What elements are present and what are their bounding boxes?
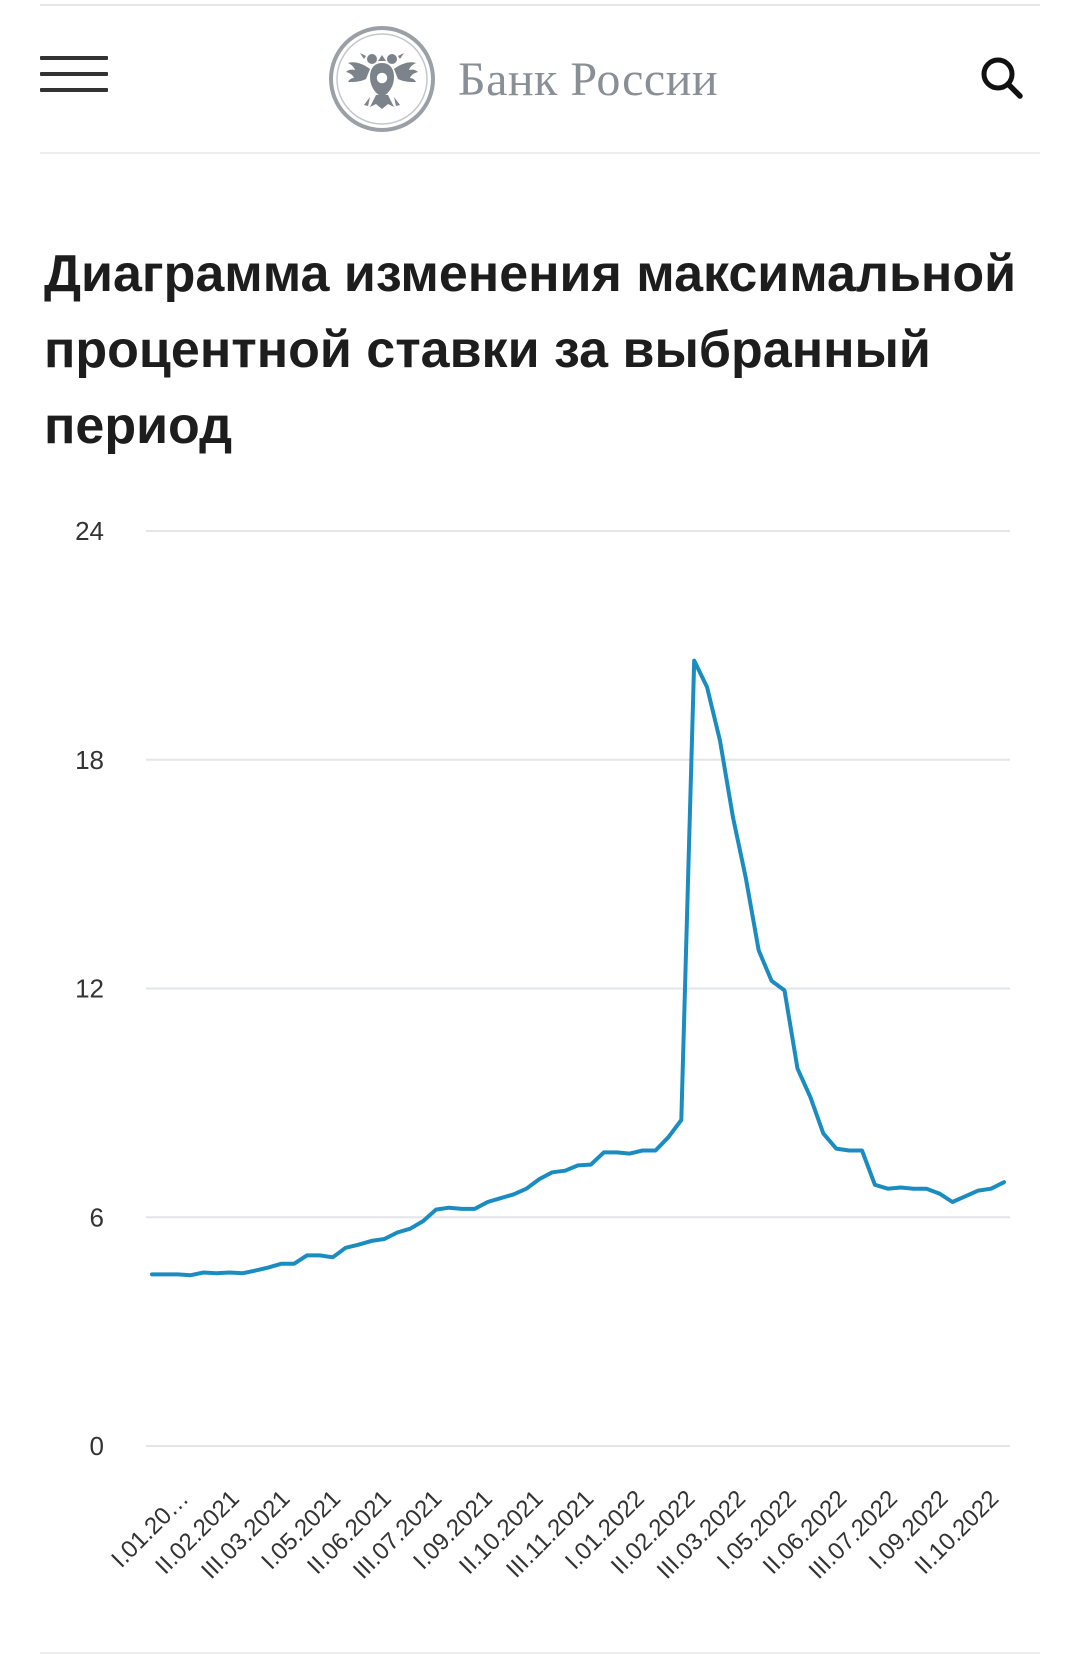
data-point[interactable] — [549, 1169, 555, 1175]
data-point[interactable] — [988, 1186, 994, 1192]
hamburger-menu-icon[interactable] — [40, 52, 108, 100]
data-point[interactable] — [717, 738, 723, 744]
data-point[interactable] — [446, 1205, 452, 1211]
bottom-divider — [40, 1652, 1040, 1654]
data-point[interactable] — [394, 1230, 400, 1236]
search-icon[interactable] — [978, 54, 1026, 102]
data-point[interactable] — [795, 1066, 801, 1072]
y-tick-label: 18 — [75, 745, 104, 775]
y-tick-label: 0 — [90, 1431, 104, 1461]
data-point[interactable] — [227, 1270, 233, 1276]
data-point[interactable] — [265, 1265, 271, 1271]
data-point[interactable] — [885, 1186, 891, 1192]
data-point[interactable] — [949, 1199, 955, 1205]
data-point[interactable] — [278, 1261, 284, 1267]
data-point[interactable] — [291, 1261, 297, 1267]
data-point[interactable] — [562, 1168, 568, 1174]
y-tick-label: 24 — [75, 516, 104, 546]
data-point[interactable] — [678, 1117, 684, 1123]
data-point[interactable] — [343, 1245, 349, 1251]
data-point[interactable] — [459, 1206, 465, 1212]
data-point[interactable] — [627, 1151, 633, 1157]
data-point[interactable] — [536, 1176, 542, 1182]
data-point[interactable] — [730, 814, 736, 820]
data-point[interactable] — [898, 1185, 904, 1191]
data-point[interactable] — [407, 1226, 413, 1232]
data-point[interactable] — [201, 1270, 207, 1276]
data-point[interactable] — [304, 1252, 310, 1258]
data-point[interactable] — [420, 1218, 426, 1224]
data-point[interactable] — [924, 1186, 930, 1192]
interest-rate-line-chart: 06121824I.01.20…II.02.2021III.03.2021I.0… — [75, 516, 1010, 1584]
data-point[interactable] — [911, 1186, 917, 1192]
series-line — [150, 658, 1006, 1278]
data-point[interactable] — [498, 1195, 504, 1201]
data-point[interactable] — [162, 1271, 168, 1277]
eagle-emblem-icon — [329, 26, 435, 132]
data-point[interactable] — [820, 1130, 826, 1136]
data-point[interactable] — [523, 1186, 529, 1192]
data-point[interactable] — [433, 1207, 439, 1213]
data-point[interactable] — [252, 1268, 258, 1274]
data-point[interactable] — [653, 1148, 659, 1154]
data-point[interactable] — [239, 1270, 245, 1276]
data-point[interactable] — [833, 1146, 839, 1152]
data-point[interactable] — [704, 684, 710, 690]
data-point[interactable] — [214, 1270, 220, 1276]
data-point[interactable] — [317, 1252, 323, 1258]
data-point[interactable] — [859, 1148, 865, 1154]
data-point[interactable] — [769, 978, 775, 984]
top-divider — [40, 4, 1040, 6]
data-point[interactable] — [807, 1094, 813, 1100]
data-point[interactable] — [937, 1191, 943, 1197]
menu-bar — [40, 72, 108, 76]
y-tick-label: 6 — [90, 1202, 104, 1232]
data-point[interactable] — [588, 1162, 594, 1168]
data-point[interactable] — [665, 1134, 671, 1140]
data-point[interactable] — [356, 1242, 362, 1248]
header-divider — [40, 152, 1040, 154]
menu-bar — [40, 88, 108, 92]
brand-logo[interactable]: Банк России — [328, 24, 718, 134]
data-point[interactable] — [872, 1182, 878, 1188]
data-point[interactable] — [381, 1236, 387, 1242]
data-point[interactable] — [614, 1149, 620, 1155]
y-tick-label: 12 — [75, 974, 104, 1004]
site-header: Банк России — [0, 0, 1080, 154]
data-point[interactable] — [472, 1206, 478, 1212]
data-point[interactable] — [369, 1238, 375, 1244]
data-point[interactable] — [188, 1272, 194, 1278]
data-point[interactable] — [175, 1271, 181, 1277]
data-point[interactable] — [485, 1199, 491, 1205]
data-point[interactable] — [975, 1188, 981, 1194]
data-point[interactable] — [575, 1162, 581, 1168]
page-title: Диаграмма изменения максимальной процент… — [44, 245, 1017, 455]
data-point[interactable] — [782, 987, 788, 993]
menu-bar — [40, 56, 108, 60]
data-point[interactable] — [691, 658, 697, 664]
data-point[interactable] — [756, 947, 762, 953]
data-point[interactable] — [149, 1271, 155, 1277]
data-point[interactable] — [330, 1254, 336, 1260]
data-point[interactable] — [846, 1148, 852, 1154]
data-point[interactable] — [1001, 1179, 1007, 1185]
brand-name: Банк России — [458, 52, 719, 106]
data-point[interactable] — [601, 1149, 607, 1155]
data-point[interactable] — [962, 1193, 968, 1199]
data-point[interactable] — [511, 1191, 517, 1197]
data-point[interactable] — [743, 875, 749, 881]
data-point[interactable] — [640, 1148, 646, 1154]
